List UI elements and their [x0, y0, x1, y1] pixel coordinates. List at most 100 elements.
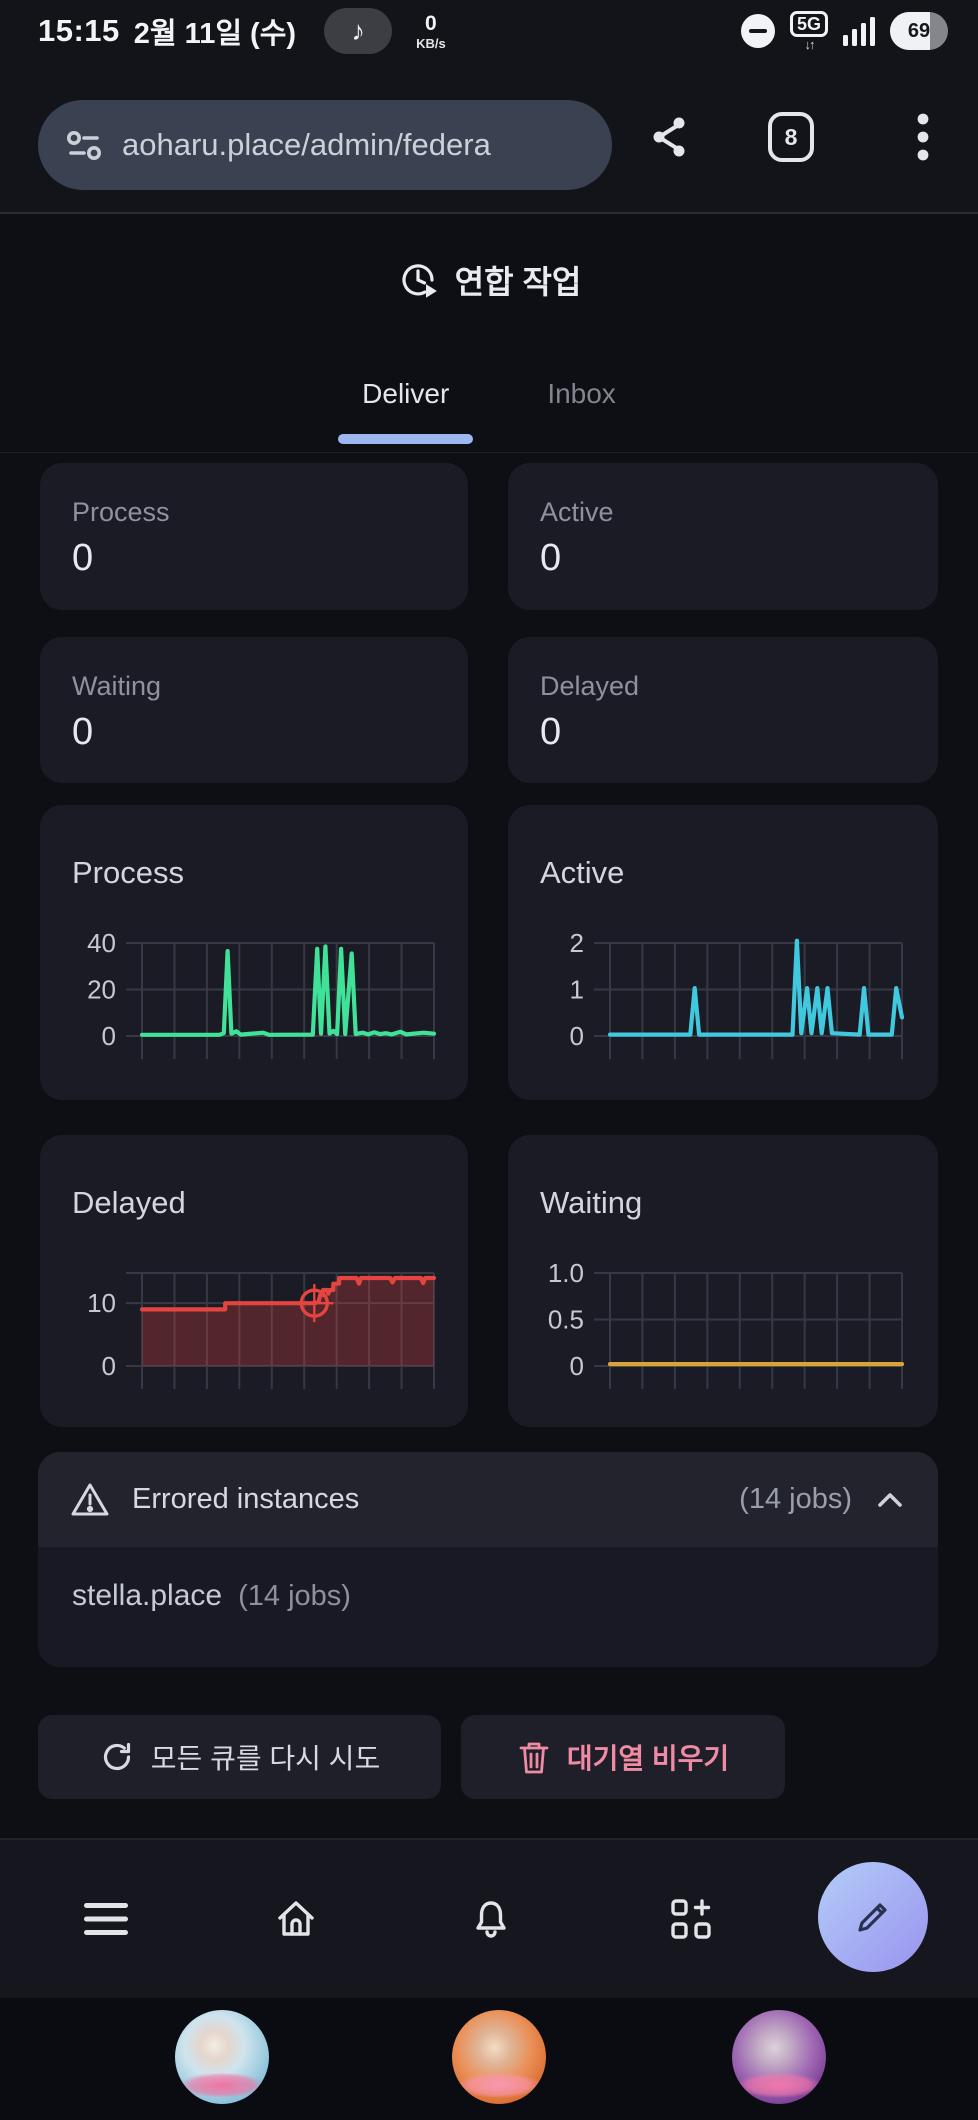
stat-label: Waiting [72, 671, 162, 701]
network-type-label: 5G [789, 11, 828, 37]
browser-toolbar: aoharu.place/admin/federa 8 [0, 62, 978, 212]
svg-text:0: 0 [570, 1021, 584, 1051]
network-arrows-icon: ↓↑ [804, 37, 815, 52]
music-note-icon: ♪ [324, 8, 393, 54]
svg-text:2: 2 [570, 933, 584, 958]
delayed-chart: 10 0 [50, 1263, 460, 1415]
tab-deliver-label: Deliver [362, 378, 450, 409]
signal-strength-icon [843, 16, 875, 46]
errored-instances-title: Errored instances [132, 1483, 360, 1515]
share-button[interactable] [642, 113, 698, 161]
waiting-chart: 1.0 0.5 0 [518, 1263, 928, 1415]
chart-title: Active [540, 855, 625, 890]
chart-card-waiting: Waiting 1.0 0.5 0 [508, 1135, 938, 1427]
svg-text:0: 0 [102, 1351, 116, 1381]
stat-card-delayed: Delayed 0 [508, 637, 938, 783]
svg-text:1: 1 [570, 975, 584, 1005]
svg-text:1.0: 1.0 [548, 1263, 584, 1288]
errored-instances-count: (14 jobs) [739, 1483, 852, 1515]
stat-card-process: Process 0 [40, 463, 468, 610]
tab-count: 8 [784, 123, 798, 150]
svg-text:20: 20 [87, 975, 116, 1005]
home-icon [278, 1901, 314, 1936]
menu-button[interactable] [82, 1899, 130, 1939]
svg-text:0.5: 0.5 [548, 1305, 584, 1335]
battery-percentage: 69 [907, 19, 931, 42]
status-left: 15:15 2월 11일 (수) ♪ 0 KB/s [38, 8, 446, 54]
page-header: 연합 작업 [0, 252, 978, 308]
errored-instances-header[interactable]: Errored instances (14 jobs) [38, 1452, 938, 1547]
network-speed-value: 0 [425, 11, 437, 35]
widgets-icon [671, 1899, 711, 1939]
svg-text:0: 0 [570, 1351, 584, 1381]
retry-all-queues-button[interactable]: 모든 큐를 다시 시도 [38, 1715, 441, 1799]
page-info-icon[interactable] [64, 125, 104, 165]
stat-value: 0 [540, 537, 562, 579]
status-bar: 15:15 2월 11일 (수) ♪ 0 KB/s 5G ↓↑ 69 [0, 0, 978, 62]
stat-label: Delayed [540, 671, 640, 701]
chevron-up-icon[interactable] [872, 1485, 908, 1515]
toolbar-divider [0, 212, 978, 214]
status-date: 2월 11일 (수) [133, 18, 297, 50]
background-content-strip [0, 1998, 978, 2120]
battery-fill [890, 12, 931, 50]
battery-icon: 69 [890, 12, 948, 50]
warning-icon [68, 1478, 112, 1522]
svg-text:40: 40 [87, 933, 116, 958]
page-title: 연합 작업 [454, 264, 582, 300]
errored-instances-card: Errored instances (14 jobs) stella.place… [38, 1452, 938, 1667]
avatar[interactable] [452, 2010, 546, 2104]
url-text: aoharu.place/admin/federa [122, 127, 491, 162]
errored-instance-row: stella.place (14 jobs) [38, 1547, 938, 1645]
clear-queue-label: 대기열 비우기 [566, 1743, 730, 1774]
stat-label: Process [72, 497, 170, 527]
trash-icon [517, 1739, 551, 1775]
refresh-icon [99, 1739, 135, 1775]
chart-card-delayed: Delayed 10 0 [40, 1135, 468, 1427]
tab-inbox-label: Inbox [547, 378, 616, 409]
chart-title: Waiting [540, 1185, 643, 1220]
svg-text:10: 10 [87, 1288, 116, 1318]
stat-card-waiting: Waiting 0 [40, 637, 468, 783]
clear-queue-button[interactable]: 대기열 비우기 [461, 1715, 785, 1799]
avatar[interactable] [732, 2010, 826, 2104]
bottom-nav-bar [0, 1838, 978, 1998]
chart-title: Process [72, 855, 184, 890]
network-type-icon: 5G ↓↑ [789, 11, 828, 52]
tab-bar: Deliver Inbox [0, 372, 978, 444]
status-right: 5G ↓↑ 69 [740, 11, 948, 52]
stat-value: 0 [540, 711, 562, 753]
tab-inbox[interactable]: Inbox [523, 372, 640, 444]
bell-icon [476, 1901, 506, 1938]
chart-title: Delayed [72, 1185, 186, 1220]
retry-all-label: 모든 큐를 다시 시도 [150, 1743, 381, 1774]
notifications-button[interactable] [467, 1895, 515, 1943]
home-button[interactable] [272, 1895, 320, 1943]
instance-job-count: (14 jobs) [238, 1579, 351, 1612]
stat-value: 0 [72, 537, 94, 579]
tabs-divider [0, 452, 978, 453]
compose-button[interactable] [818, 1862, 928, 1972]
tab-deliver[interactable]: Deliver [338, 372, 474, 444]
network-speed: 0 KB/s [416, 13, 446, 50]
clock-icon [397, 259, 439, 301]
stat-card-active: Active 0 [508, 463, 938, 610]
network-speed-unit: KB/s [416, 35, 446, 51]
tab-count-button[interactable]: 8 [768, 112, 814, 162]
active-chart: 2 1 0 [518, 933, 928, 1085]
avatar[interactable] [175, 2010, 269, 2104]
widgets-button[interactable] [667, 1895, 715, 1943]
do-not-disturb-icon [740, 14, 775, 48]
stat-value: 0 [72, 711, 94, 753]
svg-text:0: 0 [102, 1021, 116, 1051]
chart-card-active: Active 2 1 0 [508, 805, 938, 1100]
active-tab-underline [338, 434, 474, 444]
process-chart: 40 20 0 [50, 933, 460, 1085]
status-time: 15:15 [38, 13, 120, 48]
browser-menu-button[interactable] [898, 111, 948, 163]
url-bar[interactable]: aoharu.place/admin/federa [38, 100, 612, 190]
hamburger-icon [84, 1903, 128, 1935]
instance-host: stella.place [72, 1579, 223, 1612]
stat-label: Active [540, 497, 614, 527]
